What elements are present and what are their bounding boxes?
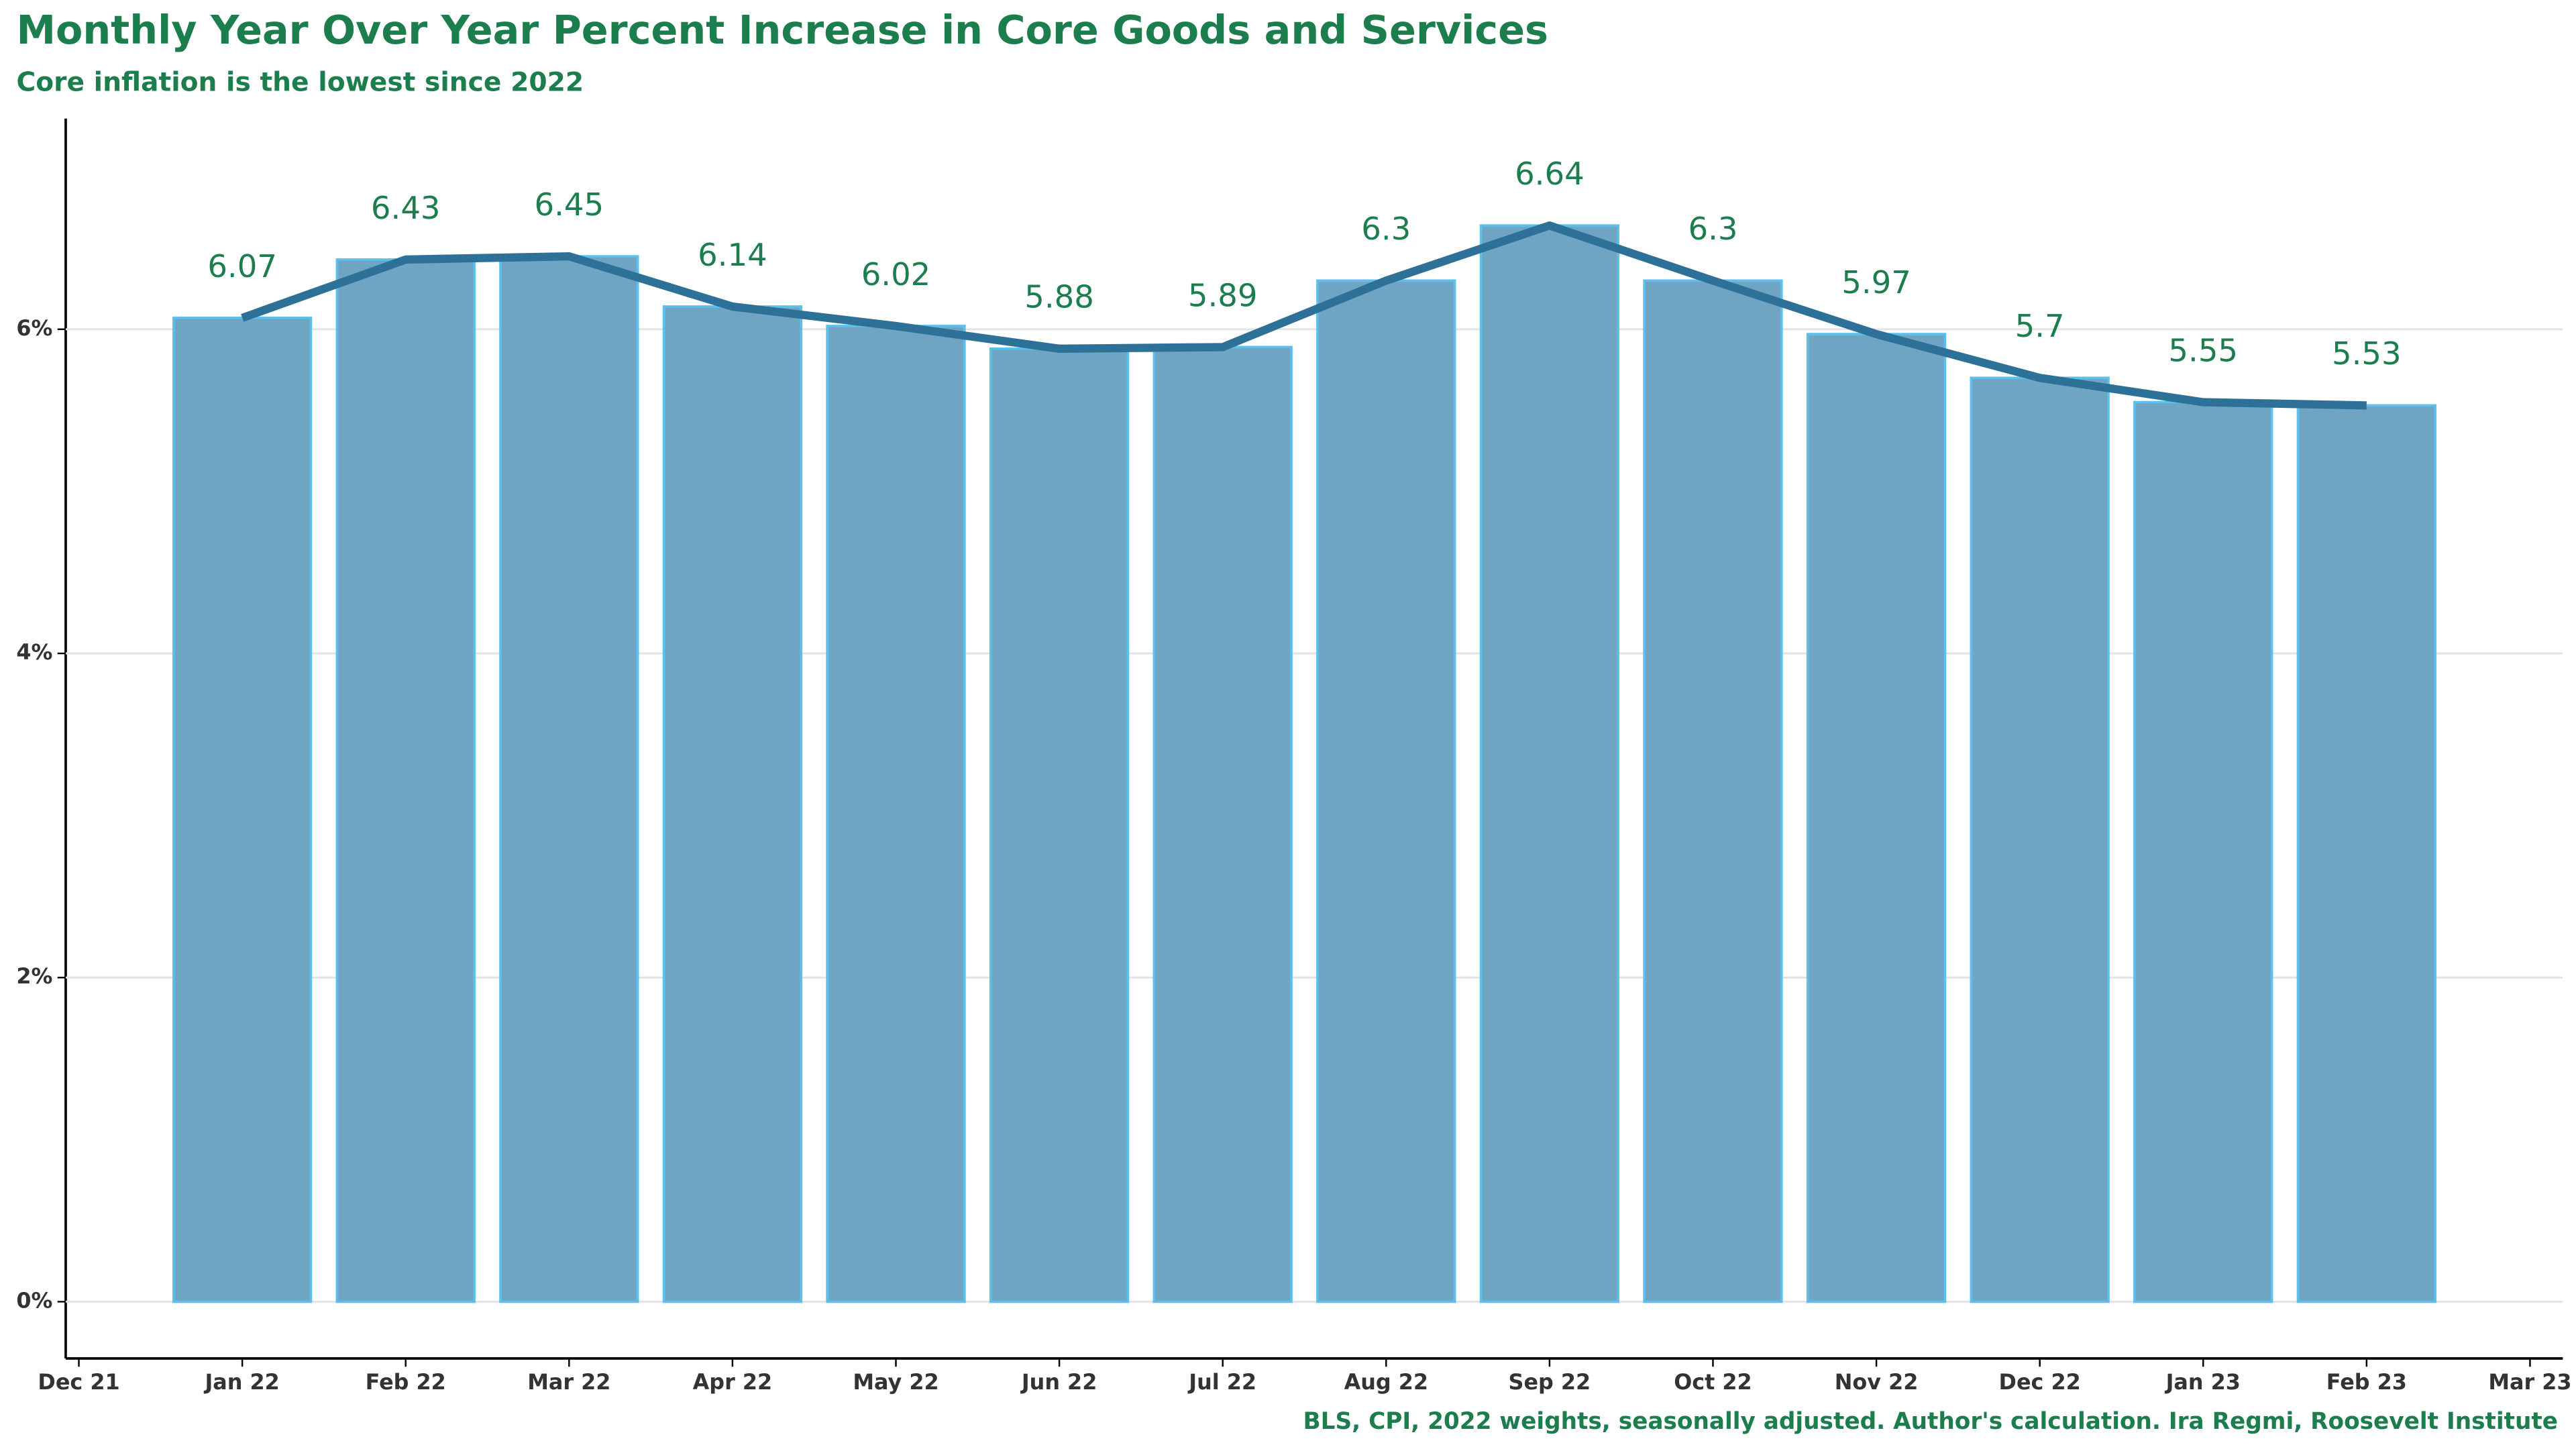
bar	[1806, 333, 1947, 1303]
bar	[499, 255, 639, 1303]
bar	[335, 258, 476, 1303]
value-label: 5.7	[2015, 308, 2065, 344]
x-tick-label: Dec 22	[1999, 1369, 2081, 1395]
x-tick-label: May 22	[853, 1369, 938, 1395]
bar	[662, 305, 803, 1303]
x-tick-label: Sep 22	[1509, 1369, 1591, 1395]
trend-line	[241, 221, 2367, 410]
bar	[2133, 400, 2273, 1303]
bar	[1643, 279, 1783, 1303]
bar	[1479, 224, 1620, 1303]
bar	[1316, 279, 1456, 1303]
y-tick-label: 2%	[16, 963, 52, 989]
x-tick-label: Oct 22	[1674, 1369, 1752, 1395]
x-tick-label: Jul 22	[1187, 1369, 1256, 1395]
bar	[172, 317, 313, 1303]
x-tick-label: Jan 22	[203, 1369, 279, 1395]
x-tick-label: Apr 22	[693, 1369, 772, 1395]
chart-subtitle: Core inflation is the lowest since 2022	[16, 68, 584, 98]
source-note: BLS, CPI, 2022 weights, seasonally adjus…	[1303, 1408, 2559, 1435]
x-tick-label: Aug 22	[1344, 1369, 1428, 1395]
value-label: 6.64	[1515, 156, 1585, 192]
x-tick-label: Nov 22	[1835, 1369, 1919, 1395]
bar	[826, 325, 966, 1303]
value-label: 5.89	[1188, 277, 1258, 313]
chart-title: Monthly Year Over Year Percent Increase …	[16, 7, 1548, 53]
bar	[2296, 404, 2436, 1303]
x-tick-label: Feb 22	[366, 1369, 446, 1395]
value-label: 6.3	[1361, 211, 1411, 247]
value-label: 6.45	[535, 186, 604, 223]
x-tick-label: Jan 23	[2165, 1369, 2241, 1395]
y-tick-label: 6%	[16, 315, 52, 341]
y-tick-label: 0%	[16, 1287, 52, 1313]
value-label: 5.53	[2332, 335, 2402, 372]
value-label: 6.02	[861, 256, 931, 292]
x-tick-label: Dec 21	[38, 1369, 119, 1395]
value-label: 6.07	[207, 248, 277, 284]
value-label: 6.43	[371, 190, 441, 226]
x-tick-label: Jun 22	[1020, 1369, 1097, 1395]
y-tick-label: 4%	[16, 639, 52, 665]
bar	[989, 347, 1130, 1303]
value-label: 5.55	[2168, 332, 2238, 368]
x-tick-label: Mar 22	[527, 1369, 610, 1395]
bar	[1970, 376, 2110, 1303]
value-label: 6.3	[1688, 211, 1737, 247]
x-tick-label: Feb 23	[2326, 1369, 2407, 1395]
x-tick-label: Mar 23	[2488, 1369, 2571, 1395]
bar	[1152, 345, 1293, 1303]
value-label: 5.97	[1841, 264, 1911, 301]
value-label: 6.14	[698, 237, 767, 273]
value-label: 5.88	[1024, 279, 1094, 315]
